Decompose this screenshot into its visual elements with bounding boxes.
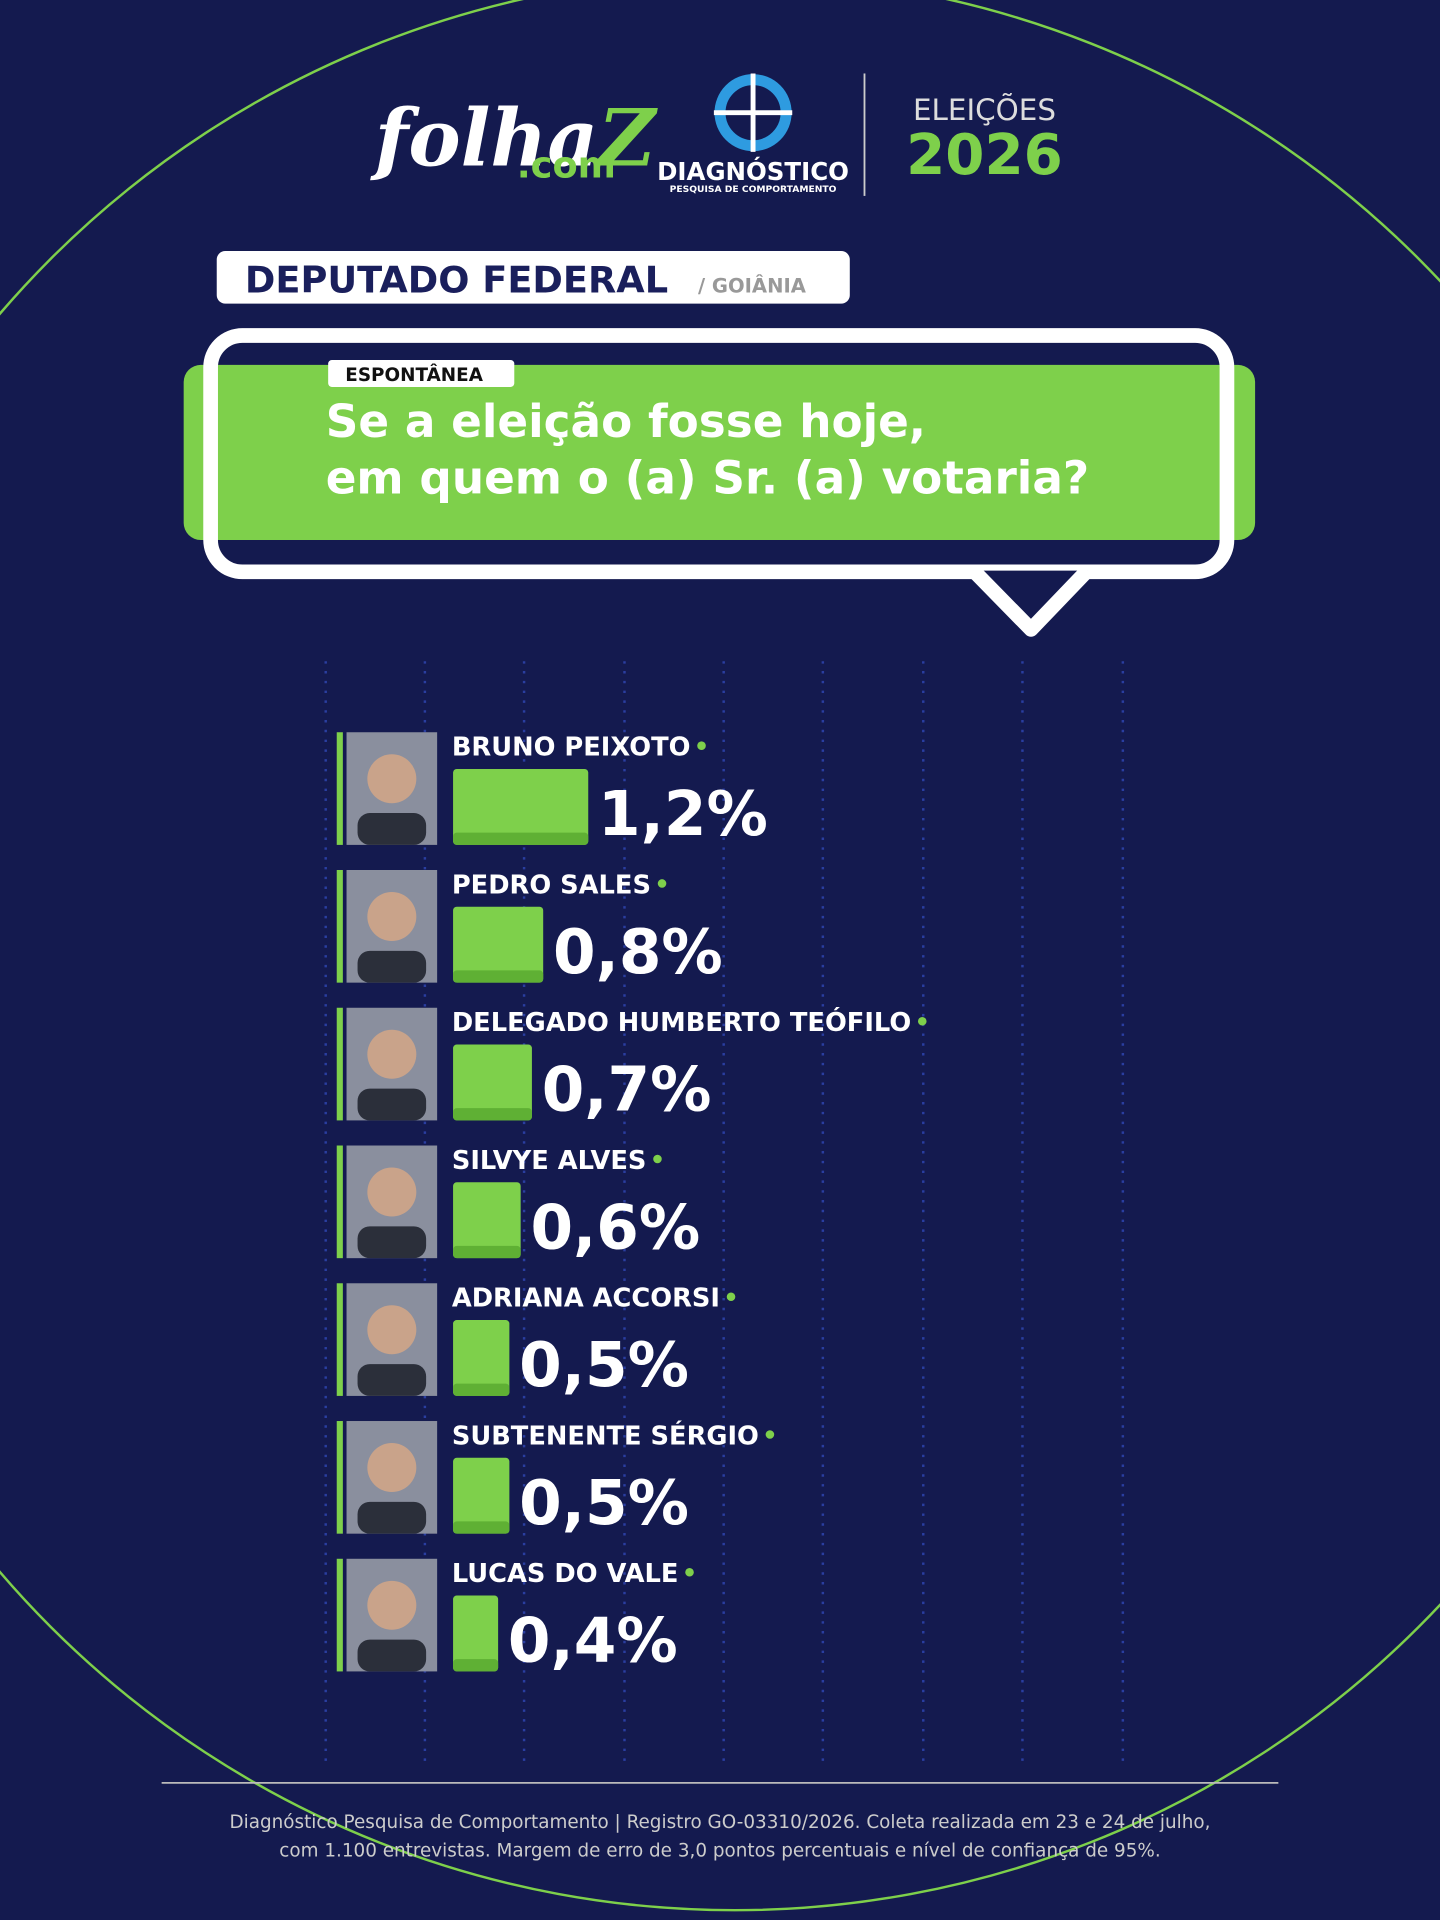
value-label: 0,6% [530, 1192, 700, 1263]
photo-head [367, 754, 417, 804]
bar [453, 1044, 532, 1121]
candidate-name: SUBTENENTE SÉRGIO [452, 1419, 759, 1451]
title-box [216, 251, 850, 304]
chart-subtitle: / GOIÂNIA [698, 275, 807, 298]
logo: folhaZ [370, 92, 658, 184]
election-year: 2026 [906, 123, 1063, 188]
bar [453, 768, 589, 845]
row-accent [336, 1007, 343, 1121]
name-dot [685, 1567, 694, 1577]
name-dot [917, 1016, 927, 1026]
value-label: 0,4% [508, 1606, 678, 1677]
candidate-name: PEDRO SALES [452, 870, 651, 900]
name-dot [657, 879, 667, 888]
bar [453, 1182, 521, 1259]
row-accent [336, 1145, 343, 1259]
photo-body [357, 950, 427, 983]
name-dot [726, 1292, 736, 1302]
bubble [203, 328, 1235, 580]
name-dot [653, 1154, 662, 1164]
chart-title: DEPUTADO FEDERAL [245, 259, 668, 302]
photo-head [367, 1029, 417, 1079]
value-label: 0,8% [553, 917, 723, 988]
candidate-name: SILVYE ALVES [452, 1146, 647, 1176]
logo-com: .com [517, 144, 616, 187]
footer-text: Diagnóstico Pesquisa de Comportamento | … [230, 1812, 1211, 1833]
bar-shade [453, 970, 544, 983]
bar [453, 1320, 510, 1396]
value-label: 0,5% [519, 1468, 689, 1539]
candidate-name: BRUNO PEIXOTO [452, 733, 691, 763]
tag: ESPONTÂNEA [345, 364, 483, 386]
candidate-name: DELEGADO HUMBERTO TEÓFILO [452, 1006, 911, 1038]
row-accent [336, 1421, 343, 1534]
photo-head [367, 1305, 417, 1355]
bar-shade [453, 1383, 510, 1396]
name-dot [765, 1430, 775, 1439]
name-dot [697, 741, 706, 750]
election-label: ELEIÇÕES [913, 91, 1056, 127]
bar [453, 1457, 510, 1534]
partner-icon [713, 73, 793, 152]
bar [453, 906, 544, 983]
bar-shade [453, 832, 589, 845]
bar-shade [453, 1245, 521, 1259]
photo-head [367, 892, 417, 942]
photo-body [357, 1226, 427, 1259]
row-accent [336, 1558, 343, 1672]
row-accent [336, 732, 343, 845]
footer-text: com 1.100 entrevistas. Margem de erro de… [279, 1840, 1160, 1861]
question-fill [183, 364, 1256, 540]
bar [453, 1595, 499, 1672]
bar-shade [453, 1108, 532, 1121]
photo-body [357, 813, 427, 845]
row-accent [336, 1283, 343, 1396]
question-line: em quem o (a) Sr. (a) votaria? [326, 451, 1089, 504]
candidate-name: LUCAS DO VALE [452, 1559, 679, 1589]
photo-head [367, 1443, 417, 1493]
photo-body [357, 1639, 427, 1672]
partner-tagline: PESQUISA DE COMPORTAMENTO [670, 184, 837, 195]
bar-shade [453, 1659, 499, 1672]
partner-name: DIAGNÓSTICO [657, 156, 849, 186]
row-accent [336, 870, 343, 983]
photo-body [357, 1364, 427, 1396]
photo-head [367, 1167, 417, 1217]
value-label: 0,7% [542, 1055, 712, 1126]
value-label: 0,5% [519, 1330, 689, 1401]
value-label: 1,2% [598, 779, 768, 850]
candidate-name: ADRIANA ACCORSI [452, 1284, 720, 1314]
bar-shade [453, 1521, 510, 1534]
photo-body [357, 1501, 427, 1534]
photo-head [367, 1580, 417, 1630]
tag-box [328, 360, 515, 387]
bubble-tail [968, 565, 1093, 637]
photo-body [357, 1088, 427, 1121]
question-line: Se a eleição fosse hoje, [326, 395, 926, 448]
